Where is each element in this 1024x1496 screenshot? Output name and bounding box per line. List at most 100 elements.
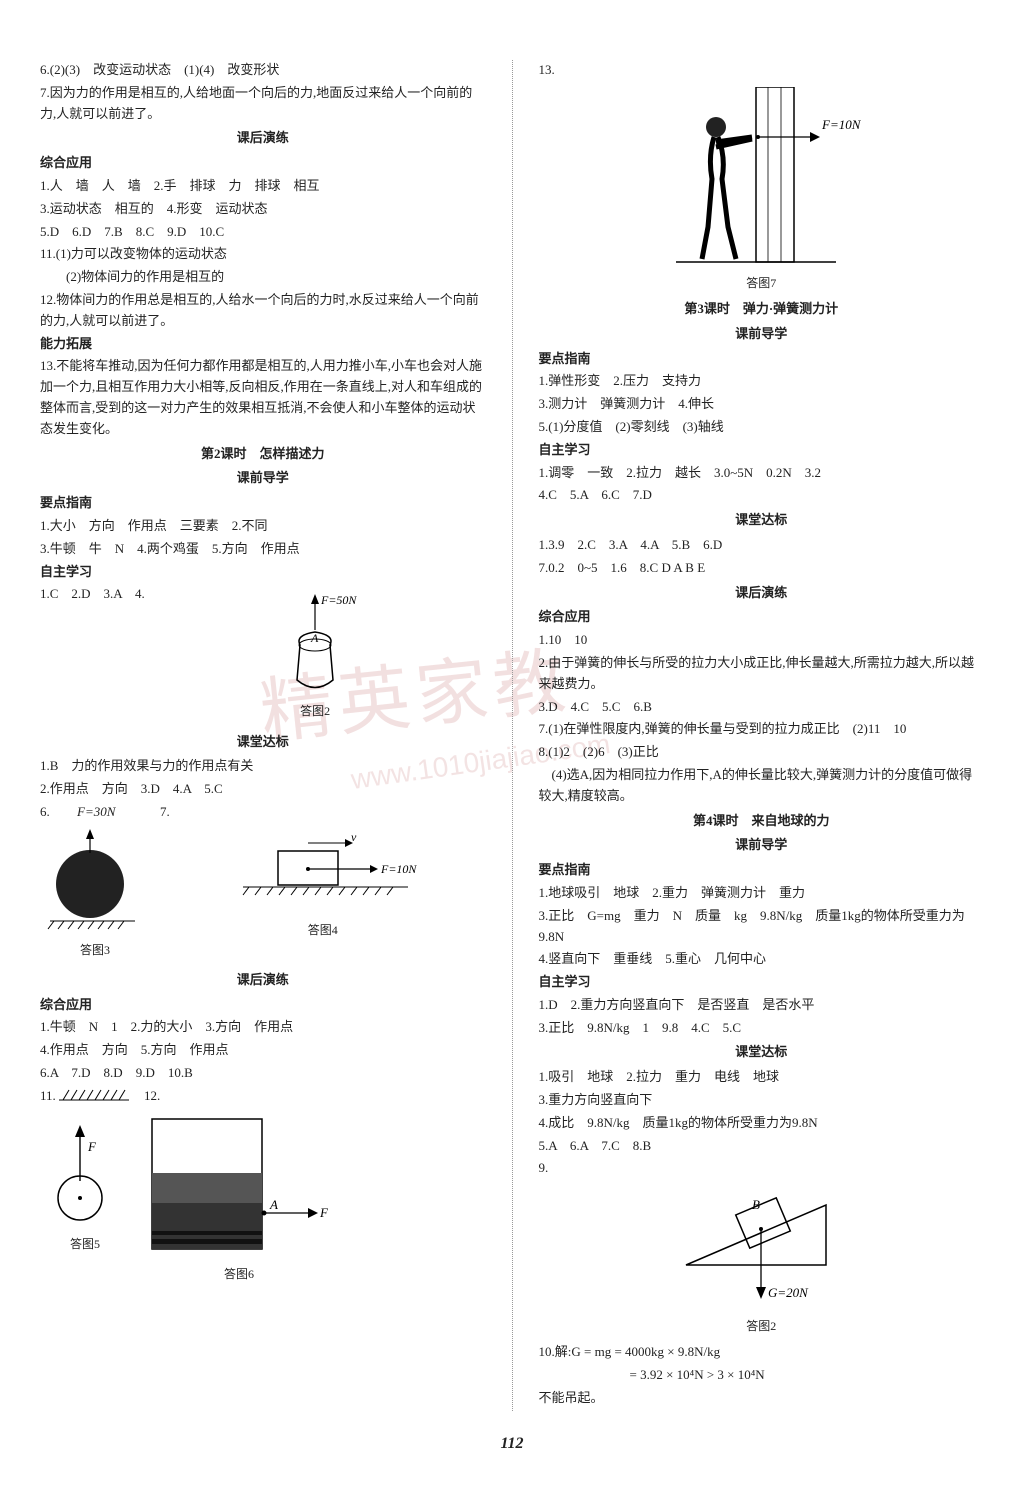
- subheading: 要点指南: [40, 493, 486, 514]
- section-heading: 课堂达标: [539, 1042, 985, 1063]
- force-label: F=10N: [380, 862, 417, 876]
- text-line: 4.C 5.A 6.C 7.D: [539, 485, 985, 506]
- diagram-svg: F=50N A: [265, 590, 365, 700]
- left-column: 6.(2)(3) 改变运动状态 (1)(4) 改变形状 7.因为力的作用是相互的…: [40, 60, 486, 1411]
- diagram-svg: F=10N: [656, 87, 866, 272]
- section-heading: 课前导学: [40, 468, 486, 489]
- figure-2: F=50N A 答图2: [145, 590, 486, 721]
- text-line: 3.牛顿 牛 N 4.两个鸡蛋 5.方向 作用点: [40, 539, 486, 560]
- text-line: 3.重力方向竖直向下: [539, 1090, 985, 1111]
- text-line: 1.10 10: [539, 630, 985, 651]
- text-line: 1.调零 一致 2.拉力 越长 3.0~5N 0.2N 3.2: [539, 463, 985, 484]
- subheading: 综合应用: [539, 607, 985, 628]
- diagram-svg: F: [40, 1113, 130, 1233]
- text-line: 6.(2)(3) 改变运动状态 (1)(4) 改变形状: [40, 60, 486, 81]
- text-line: 9.: [539, 1158, 985, 1179]
- text-line: 1.牛顿 N 1 2.力的大小 3.方向 作用点: [40, 1017, 486, 1038]
- diagram-svg: A F: [144, 1113, 334, 1263]
- force-label: F=10N: [821, 117, 862, 132]
- figure-caption: 答图2: [145, 702, 486, 721]
- text-line: 12.: [144, 1088, 160, 1103]
- section-heading: 课前导学: [539, 835, 985, 856]
- text-line: = 3.92 × 10⁴N > 3 × 10⁴N: [539, 1365, 985, 1386]
- text-line: 不能吊起。: [539, 1388, 985, 1409]
- text-line: 7.(1)在弹性限度内,弹簧的伸长量与受到的拉力成正比 (2)11 10: [539, 719, 985, 740]
- diagram-svg: v F=10N: [223, 829, 423, 919]
- page-number: 112: [40, 1431, 984, 1457]
- text-line: 6.A 7.D 8.D 9.D 10.B: [40, 1063, 486, 1084]
- text-line: (2)物体间力的作用是相互的: [40, 267, 486, 288]
- text-line: 2.作用点 方向 3.D 4.A 5.C: [40, 779, 486, 800]
- point-label: B: [752, 1197, 760, 1212]
- figure-6: A F 答图6: [144, 1113, 334, 1284]
- text-line: 8.(1)2 (2)6 (3)正比: [539, 742, 985, 763]
- diagram-svg: [40, 829, 150, 939]
- text-line: 3.D 4.C 5.C 6.B: [539, 697, 985, 718]
- text-line: 6.: [40, 804, 50, 819]
- text-line: 13.不能将车推动,因为任何力都作用都是相互的,人用力推小车,小车也会对人施加一…: [40, 356, 486, 439]
- section-heading: 课堂达标: [539, 510, 985, 531]
- figure-2-right: B G=20N 答图2: [539, 1185, 985, 1336]
- section-heading: 课后演练: [40, 128, 486, 149]
- hatching-icon: [59, 1086, 129, 1102]
- force-label: F=50N: [320, 593, 357, 607]
- text-line: 4.作用点 方向 5.方向 作用点: [40, 1040, 486, 1061]
- text-line: 4.成比 9.8N/kg 质量1kg的物体所受重力为9.8N: [539, 1113, 985, 1134]
- figure-caption: 答图3: [40, 941, 150, 960]
- text-line: 7.: [160, 804, 170, 819]
- text-line: 11.: [40, 1088, 56, 1103]
- text-line: 1.吸引 地球 2.拉力 重力 电线 地球: [539, 1067, 985, 1088]
- figure-caption: 答图5: [40, 1235, 130, 1254]
- subheading: 自主学习: [40, 562, 486, 583]
- figure-4: v F=10N: [160, 829, 486, 940]
- text-line: 2.由于弹簧的伸长与所受的拉力大小成正比,伸长量越大,所需拉力越大,所以越来越费…: [539, 653, 985, 695]
- text-line: 1.D 2.重力方向竖直向下 是否竖直 是否水平: [539, 995, 985, 1016]
- figure-caption: 答图6: [144, 1265, 334, 1284]
- section-heading: 课后演练: [40, 970, 486, 991]
- subheading: 要点指南: [539, 349, 985, 370]
- diagram-svg: B G=20N: [666, 1185, 856, 1315]
- text-line: 7.0.2 0~5 1.6 8.C D A B E: [539, 558, 985, 579]
- text-line: 1.弹性形变 2.压力 支持力: [539, 371, 985, 392]
- subheading: 自主学习: [539, 972, 985, 993]
- text-line: 12.物体间力的作用总是相互的,人给水一个向后的力时,水反过来给人一个向前的力,…: [40, 290, 486, 332]
- section-heading: 课前导学: [539, 324, 985, 345]
- force-label: F: [87, 1139, 97, 1154]
- text-line: 3.运动状态 相互的 4.形变 运动状态: [40, 199, 486, 220]
- velocity-label: v: [351, 830, 357, 844]
- text-line: 1.C 2.D 3.A 4.: [40, 584, 145, 605]
- lesson-title: 第3课时 弹力·弹簧测力计: [539, 299, 985, 320]
- lesson-title: 第2课时 怎样描述力: [40, 444, 486, 465]
- text-line: 1.人 墙 人 墙 2.手 排球 力 排球 相互: [40, 176, 486, 197]
- figure-caption: 答图7: [539, 274, 985, 293]
- force-label: F=30N: [77, 804, 115, 819]
- text-line: 1.地球吸引 地球 2.重力 弹簧测力计 重力: [539, 883, 985, 904]
- text-line: 5.D 6.D 7.B 8.C 9.D 10.C: [40, 222, 486, 243]
- column-divider: [512, 60, 513, 1411]
- text-line: 1.3.9 2.C 3.A 4.A 5.B 6.D: [539, 535, 985, 556]
- figure-5: F 答图5: [40, 1113, 130, 1254]
- subheading: 综合应用: [40, 153, 486, 174]
- text-line: 10.解:G = mg = 4000kg × 9.8N/kg: [539, 1342, 985, 1363]
- text-line: 1.大小 方向 作用点 三要素 2.不同: [40, 516, 486, 537]
- section-heading: 课后演练: [539, 583, 985, 604]
- figure-7: F=10N 答图7: [539, 87, 985, 293]
- point-label: A: [269, 1197, 278, 1212]
- text-line: 7.因为力的作用是相互的,人给地面一个向后的力,地面反过来给人一个向前的力,人就…: [40, 83, 486, 125]
- text-line: 5.A 6.A 7.C 8.B: [539, 1136, 985, 1157]
- figure-3: 答图3: [40, 829, 150, 960]
- text-line: 1.B 力的作用效果与力的作用点有关: [40, 756, 486, 777]
- force-label: G=20N: [768, 1285, 809, 1300]
- subheading: 综合应用: [40, 995, 486, 1016]
- text-line: 5.(1)分度值 (2)零刻线 (3)轴线: [539, 417, 985, 438]
- text-line: 11.(1)力可以改变物体的运动状态: [40, 244, 486, 265]
- lesson-title: 第4课时 来自地球的力: [539, 811, 985, 832]
- text-line: 4.竖直向下 重垂线 5.重心 几何中心: [539, 949, 985, 970]
- text-line: 3.正比 G=mg 重力 N 质量 kg 9.8N/kg 质量1kg的物体所受重…: [539, 906, 985, 948]
- force-label: F: [319, 1205, 329, 1220]
- figure-caption: 答图4: [160, 921, 486, 940]
- figure-caption: 答图2: [539, 1317, 985, 1336]
- subheading: 自主学习: [539, 440, 985, 461]
- subheading: 能力拓展: [40, 334, 486, 355]
- text-line: (4)选A,因为相同拉力作用下,A的伸长量比较大,弹簧测力计的分度值可做得较大,…: [539, 765, 985, 807]
